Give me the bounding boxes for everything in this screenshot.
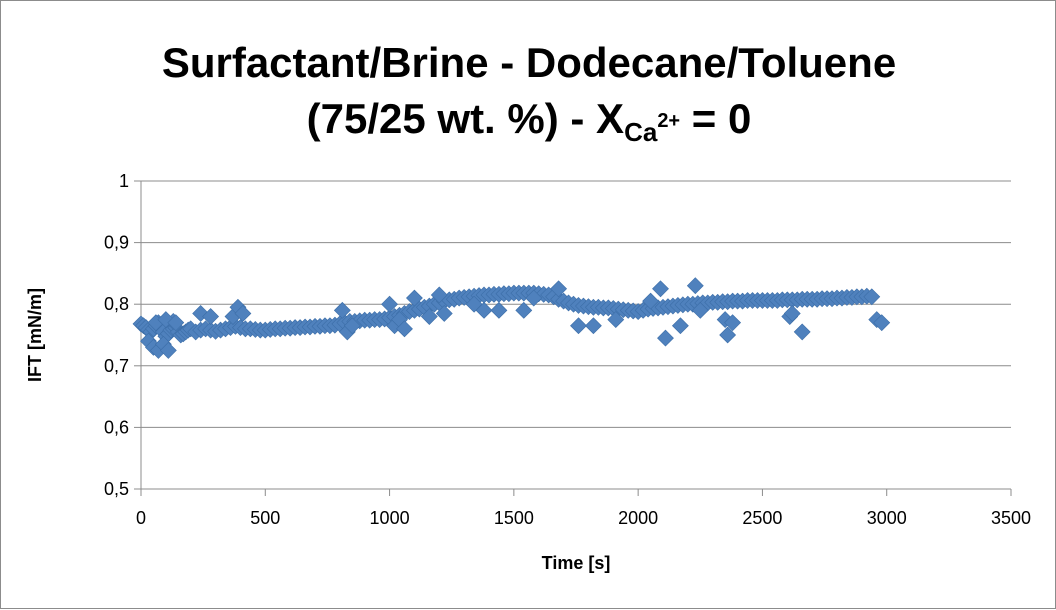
chart-title-line2: (75/25 wt. %) - XCa2+ = 0 xyxy=(1,91,1056,147)
data-point xyxy=(550,280,568,298)
chart-title-line2-prefix: (75/25 wt. %) - X xyxy=(306,95,625,142)
data-point xyxy=(724,314,742,332)
y-tick-label: 0,6 xyxy=(104,417,129,437)
x-tick-label: 0 xyxy=(136,508,146,528)
data-point xyxy=(863,288,881,306)
data-point xyxy=(333,301,351,319)
x-tick-labels: 0 500 1000 1500 2000 2500 3000 3500 xyxy=(136,508,1031,528)
y-tick-label: 1 xyxy=(119,171,129,191)
y-tick-label: 0,9 xyxy=(104,233,129,253)
x-tick-label: 2000 xyxy=(618,508,658,528)
data-point xyxy=(167,314,185,332)
data-point xyxy=(435,305,453,322)
data-point xyxy=(793,323,811,341)
data-point xyxy=(584,317,602,335)
x-tick-label: 2500 xyxy=(742,508,782,528)
data-point xyxy=(783,305,801,322)
x-axis-title: Time [s] xyxy=(542,553,611,573)
data-point xyxy=(430,286,448,304)
y-tick-label: 0,5 xyxy=(104,479,129,499)
data-point xyxy=(642,292,659,310)
x-tick-label: 1500 xyxy=(494,508,534,528)
y-tick-label: 0,8 xyxy=(104,294,129,314)
data-point xyxy=(657,329,674,347)
data-point xyxy=(396,320,413,338)
data-point xyxy=(490,301,508,319)
chart-title-subscript: Ca2+ xyxy=(624,111,680,147)
data-point xyxy=(515,301,533,319)
data-point xyxy=(691,301,709,319)
data-point xyxy=(652,280,669,298)
data-point xyxy=(475,301,493,319)
data-point xyxy=(202,308,220,325)
chart-title: Surfactant/Brine - Dodecane/Toluene (75/… xyxy=(1,35,1056,147)
data-point xyxy=(873,314,891,332)
data-point xyxy=(381,295,398,313)
data-point xyxy=(607,311,625,329)
x-tick-label: 500 xyxy=(250,508,280,528)
data-point xyxy=(234,305,252,322)
chart-title-superscript: 2+ xyxy=(657,110,681,132)
y-axis-title: IFT [mN/m] xyxy=(25,288,45,382)
axes xyxy=(134,180,1012,496)
data-point xyxy=(671,317,689,335)
data-point xyxy=(686,277,704,295)
data-point xyxy=(719,326,737,344)
x-tick-label: 3500 xyxy=(991,508,1031,528)
data-point xyxy=(570,317,587,335)
chart-title-sub-text: Ca xyxy=(624,117,658,147)
data-point xyxy=(159,341,177,359)
y-tick-label: 0,7 xyxy=(104,356,129,376)
data-point xyxy=(343,317,361,335)
data-points xyxy=(132,277,891,359)
data-point xyxy=(525,289,543,307)
chart-title-line1: Surfactant/Brine - Dodecane/Toluene xyxy=(161,39,897,86)
data-point xyxy=(406,289,423,307)
y-tick-labels: 0,5 0,6 0,7 0,8 0,9 1 xyxy=(104,171,129,499)
data-point xyxy=(420,308,438,325)
chart-title-line2-suffix: = 0 xyxy=(680,95,752,142)
x-tick-label: 1000 xyxy=(370,508,410,528)
x-tick-label: 3000 xyxy=(867,508,907,528)
